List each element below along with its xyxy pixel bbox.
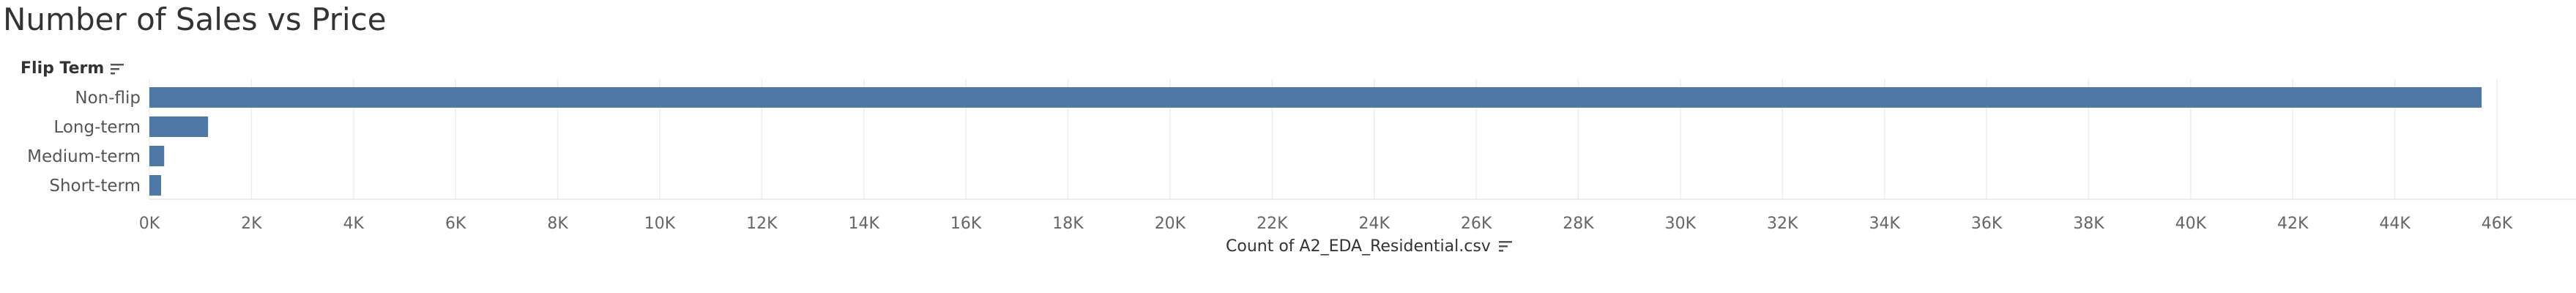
x-tick-label: 18K bbox=[1052, 215, 1084, 233]
sort-icon[interactable] bbox=[1498, 240, 1514, 253]
x-tick-label: 2K bbox=[241, 215, 262, 233]
x-tick-label: 46K bbox=[2482, 215, 2513, 233]
chart-title: Number of Sales vs Price bbox=[3, 1, 387, 37]
x-tick-label: 44K bbox=[2379, 215, 2411, 233]
x-tick-label: 24K bbox=[1358, 215, 1390, 233]
x-tick-label: 14K bbox=[849, 215, 880, 233]
sort-icon[interactable] bbox=[110, 62, 126, 75]
bar-short-term[interactable] bbox=[149, 175, 162, 196]
x-tick-label: 28K bbox=[1563, 215, 1594, 233]
x-tick-label: 4K bbox=[343, 215, 365, 233]
x-tick-label: 42K bbox=[2277, 215, 2309, 233]
bars bbox=[149, 87, 2482, 196]
x-tick-label: 10K bbox=[644, 215, 676, 233]
x-tick-label: 12K bbox=[746, 215, 778, 233]
x-tick-label: 6K bbox=[445, 215, 466, 233]
bar-non-flip[interactable] bbox=[149, 87, 2482, 108]
x-axis-title-text: Count of A2_EDA_Residential.csv bbox=[1226, 237, 1491, 256]
category-label[interactable]: Short-term bbox=[49, 177, 141, 196]
x-tick-label: 30K bbox=[1665, 215, 1697, 233]
bar-long-term[interactable] bbox=[149, 116, 209, 137]
x-tick-label: 8K bbox=[547, 215, 568, 233]
x-tick-labels: 0K 2K 4K 6K 8K 10K 12K 14K 16K 18K 20K 22K 24K 26K 28K… bbox=[139, 215, 2513, 233]
x-tick-label: 20K bbox=[1155, 215, 1186, 233]
x-tick-label: 32K bbox=[1767, 215, 1798, 233]
row-header-label: Flip Term bbox=[21, 59, 105, 78]
x-tick-label: 0K bbox=[139, 215, 160, 233]
category-label[interactable]: Long-term bbox=[53, 118, 141, 137]
x-axis-title[interactable]: Count of A2_EDA_Residential.csv bbox=[1226, 237, 1514, 256]
category-labels: Non-flip Long-term Medium-term Short-term bbox=[27, 89, 141, 196]
x-tick-label: 38K bbox=[2073, 215, 2104, 233]
x-tick-label: 22K bbox=[1257, 215, 1288, 233]
bar-medium-term[interactable] bbox=[149, 146, 165, 166]
category-label[interactable]: Medium-term bbox=[27, 147, 141, 166]
x-tick-label: 26K bbox=[1461, 215, 1492, 233]
x-tick-label: 36K bbox=[1971, 215, 2003, 233]
x-tick-label: 40K bbox=[2175, 215, 2207, 233]
x-tick-label: 34K bbox=[1869, 215, 1900, 233]
row-header[interactable]: Flip Term bbox=[21, 59, 126, 78]
category-label[interactable]: Non-flip bbox=[75, 89, 141, 108]
x-tick-label: 16K bbox=[950, 215, 982, 233]
